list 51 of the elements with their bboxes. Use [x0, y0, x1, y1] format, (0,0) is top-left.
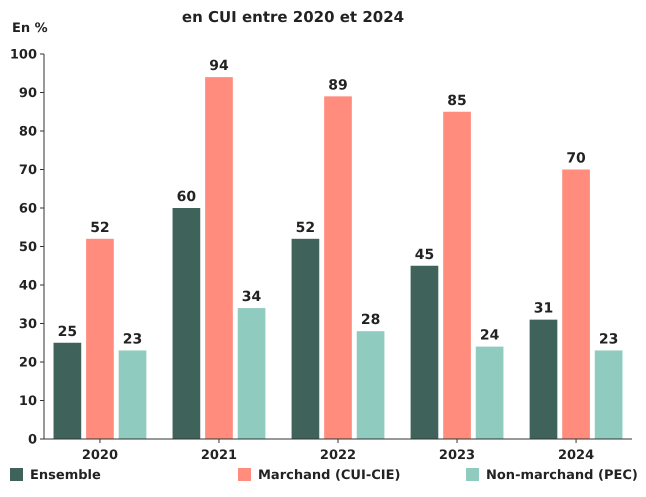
bar: [324, 96, 352, 439]
bar: [205, 77, 233, 439]
bar: [238, 308, 266, 439]
y-tick-label: 10: [18, 394, 37, 410]
bar: [356, 331, 384, 439]
data-label: 52: [90, 220, 110, 236]
data-label: 23: [122, 331, 142, 348]
data-label: 28: [360, 312, 380, 328]
legend-label: Ensemble: [30, 468, 101, 483]
x-tick-label: 2024: [558, 448, 594, 463]
data-label: 23: [598, 331, 618, 348]
bar: [118, 350, 146, 439]
bar: [54, 342, 82, 439]
data-label: 85: [447, 92, 467, 109]
bar: [443, 112, 471, 439]
y-tick-label: 50: [18, 240, 37, 256]
data-label: 25: [58, 324, 78, 340]
y-tick-label: 0: [28, 432, 37, 448]
data-label: 52: [296, 220, 316, 236]
bar: [530, 320, 558, 439]
x-tick-label: 2020: [82, 448, 118, 463]
y-tick-label: 100: [10, 48, 37, 63]
y-axis-title: En %: [12, 21, 48, 36]
data-label: 60: [176, 189, 196, 205]
y-tick-label: 30: [18, 317, 37, 332]
data-label: 31: [534, 300, 554, 317]
y-tick-label: 90: [18, 86, 37, 102]
bar: [562, 170, 590, 439]
data-label: 94: [209, 58, 229, 74]
bar: [86, 238, 114, 439]
bar: [476, 346, 504, 439]
bar: [172, 208, 200, 439]
data-label: 34: [242, 289, 262, 306]
legend-label: Marchand (CUI-CIE): [258, 468, 400, 483]
y-tick-label: 70: [18, 163, 37, 178]
y-tick-label: 60: [18, 202, 37, 217]
y-tick-label: 20: [18, 356, 37, 371]
chart-title: en CUI entre 2020 et 2024: [182, 8, 404, 26]
bar: [292, 238, 320, 439]
bar: [410, 266, 438, 439]
x-tick-label: 2023: [438, 448, 476, 463]
x-tick-label: 2022: [320, 448, 356, 463]
data-label: 45: [414, 246, 434, 263]
x-tick-label: 2021: [200, 448, 238, 463]
data-label: 24: [480, 328, 500, 344]
bar: [594, 350, 622, 439]
y-tick-label: 40: [18, 278, 37, 294]
y-tick-label: 80: [18, 124, 37, 140]
legend-label: Non-marchand (PEC): [486, 468, 638, 483]
data-label: 70: [566, 150, 586, 166]
data-label: 89: [328, 77, 348, 94]
